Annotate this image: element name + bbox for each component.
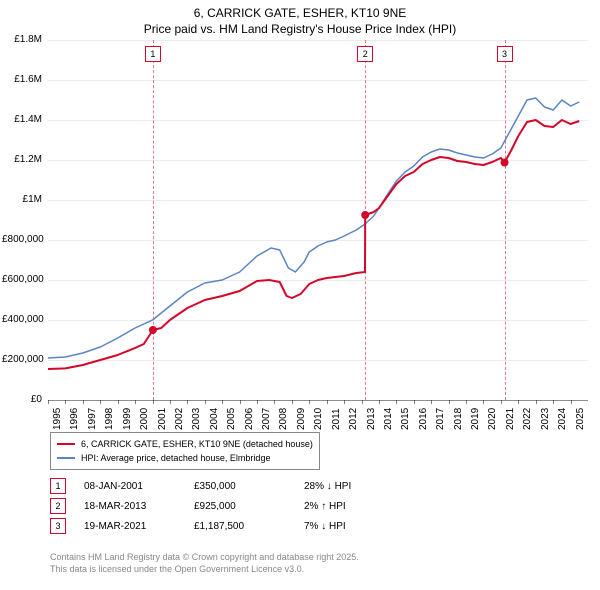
x-axis-label: 2017 — [435, 408, 446, 430]
x-axis-label: 1996 — [69, 408, 80, 430]
x-axis-label: 2009 — [296, 408, 307, 430]
x-axis-label: 2020 — [487, 408, 498, 430]
event-row: 1 08-JAN-2001 £350,000 28% ↓ HPI — [50, 476, 351, 496]
legend-item: HPI: Average price, detached house, Elmb… — [57, 451, 313, 465]
chart-legend: 6, CARRICK GATE, ESHER, KT10 9NE (detach… — [50, 432, 320, 470]
event-price: £1,187,500 — [194, 516, 304, 536]
event-marker-3: 3 — [50, 518, 66, 534]
x-axis-label: 2012 — [348, 408, 359, 430]
x-axis-label: 2011 — [331, 408, 342, 430]
y-axis-label: £1.2M — [2, 154, 42, 165]
x-axis-label: 2000 — [139, 408, 150, 430]
event-marker-1: 1 — [50, 478, 66, 494]
event-row: 2 18-MAR-2013 £925,000 2% ↑ HPI — [50, 496, 351, 516]
event-date: 08-JAN-2001 — [84, 476, 194, 496]
event-delta: 28% ↓ HPI — [304, 476, 351, 496]
x-axis-label: 2008 — [278, 408, 289, 430]
event-price: £350,000 — [194, 476, 304, 496]
attribution-text: Contains HM Land Registry data © Crown c… — [50, 552, 359, 575]
x-axis-label: 2010 — [313, 408, 324, 430]
y-axis-label: £400,000 — [2, 314, 42, 325]
x-axis-label: 2007 — [261, 408, 272, 430]
y-axis-label: £1.4M — [2, 114, 42, 125]
attribution-line-2: This data is licensed under the Open Gov… — [50, 564, 359, 576]
x-axis-label: 2002 — [174, 408, 185, 430]
event-date: 19-MAR-2021 — [84, 516, 194, 536]
x-axis-line — [48, 400, 588, 401]
legend-item: 6, CARRICK GATE, ESHER, KT10 9NE (detach… — [57, 437, 313, 451]
event-row: 3 19-MAR-2021 £1,187,500 7% ↓ HPI — [50, 516, 351, 536]
x-axis-label: 1998 — [104, 408, 115, 430]
x-axis-label: 1997 — [87, 408, 98, 430]
x-axis-label: 2014 — [383, 408, 394, 430]
events-table: 1 08-JAN-2001 £350,000 28% ↓ HPI 2 18-MA… — [50, 476, 351, 536]
legend-label: HPI: Average price, detached house, Elmb… — [81, 453, 270, 463]
x-axis-label: 2003 — [191, 408, 202, 430]
sale-marker — [149, 326, 157, 334]
x-axis-label: 2023 — [540, 408, 551, 430]
event-marker-2: 2 — [50, 498, 66, 514]
x-axis-label: 1995 — [52, 408, 63, 430]
y-axis-label: £0 — [2, 394, 42, 405]
x-axis-label: 2005 — [226, 408, 237, 430]
legend-label: 6, CARRICK GATE, ESHER, KT10 9NE (detach… — [81, 439, 313, 449]
x-axis-label: 2001 — [157, 408, 168, 430]
x-axis-label: 2019 — [470, 408, 481, 430]
title-subtitle: Price paid vs. HM Land Registry's House … — [0, 22, 600, 38]
x-axis-label: 2015 — [400, 408, 411, 430]
title-address: 6, CARRICK GATE, ESHER, KT10 9NE — [0, 6, 600, 22]
series-line — [48, 98, 579, 358]
event-delta: 2% ↑ HPI — [304, 496, 351, 516]
sale-marker — [501, 159, 509, 167]
y-axis-label: £600,000 — [2, 274, 42, 285]
chart-title: 6, CARRICK GATE, ESHER, KT10 9NE Price p… — [0, 0, 600, 37]
y-axis-label: £200,000 — [2, 354, 42, 365]
x-axis-label: 2024 — [557, 408, 568, 430]
x-axis-label: 2004 — [209, 408, 220, 430]
x-axis-label: 2006 — [244, 408, 255, 430]
event-price: £925,000 — [194, 496, 304, 516]
x-axis-label: 2018 — [453, 408, 464, 430]
y-axis-label: £1M — [2, 194, 42, 205]
y-axis-label: £1.6M — [2, 74, 42, 85]
chart-plot-area: £0£200,000£400,000£600,000£800,000£1M£1.… — [48, 40, 588, 400]
legend-swatch-series-2 — [57, 457, 75, 459]
sale-marker — [361, 211, 369, 219]
x-axis-label: 1999 — [122, 408, 133, 430]
y-axis-label: £1.8M — [2, 34, 42, 45]
chart-svg — [48, 40, 588, 400]
x-axis-label: 2013 — [366, 408, 377, 430]
y-axis-label: £800,000 — [2, 234, 42, 245]
legend-swatch-series-1 — [57, 443, 75, 445]
x-axis-label: 2021 — [505, 408, 516, 430]
event-date: 18-MAR-2013 — [84, 496, 194, 516]
x-axis-label: 2022 — [522, 408, 533, 430]
x-axis-label: 2016 — [418, 408, 429, 430]
x-axis-label: 2025 — [575, 408, 586, 430]
attribution-line-1: Contains HM Land Registry data © Crown c… — [50, 552, 359, 564]
event-delta: 7% ↓ HPI — [304, 516, 351, 536]
